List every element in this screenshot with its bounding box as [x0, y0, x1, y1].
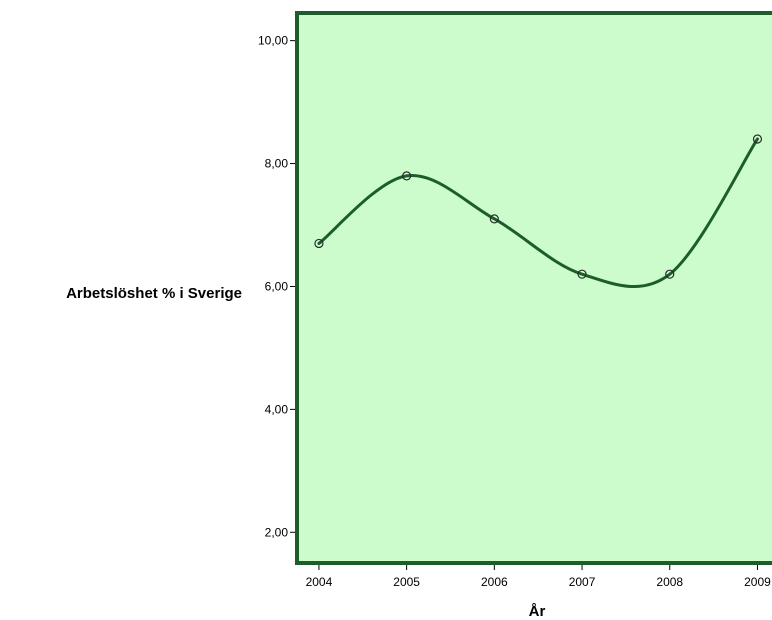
- plot-area: [295, 11, 772, 565]
- y-tick-label: 6,00: [265, 279, 289, 293]
- data-point: [752, 134, 763, 144]
- x-tick-label: 2008: [656, 575, 683, 589]
- data-point: [665, 269, 675, 279]
- x-axis-title: År: [529, 603, 546, 620]
- x-tick-label: 2007: [569, 575, 596, 589]
- x-axis: 2004 2005 2006 2007 2008 2009: [306, 565, 771, 589]
- data-point: [314, 238, 324, 249]
- data-point: [577, 269, 587, 279]
- data-points: [314, 134, 763, 279]
- data-point: [489, 214, 499, 224]
- data-point: [402, 171, 412, 181]
- x-tick-label: 2005: [393, 575, 420, 589]
- y-axis: 2,00 4,00 6,00 8,00 10,00: [258, 34, 295, 539]
- y-tick-label: 2,00: [265, 525, 289, 539]
- series-line: [317, 137, 759, 289]
- y-tick-label: 4,00: [265, 402, 289, 416]
- y-tick-label: 10,00: [258, 34, 288, 48]
- y-tick-label: 8,00: [265, 157, 289, 171]
- x-tick-label: 2009: [744, 575, 771, 589]
- x-tick-label: 2004: [306, 575, 333, 589]
- x-tick-label: 2006: [481, 575, 508, 589]
- y-axis-title: Arbetslöshet % i Sverige: [66, 285, 242, 302]
